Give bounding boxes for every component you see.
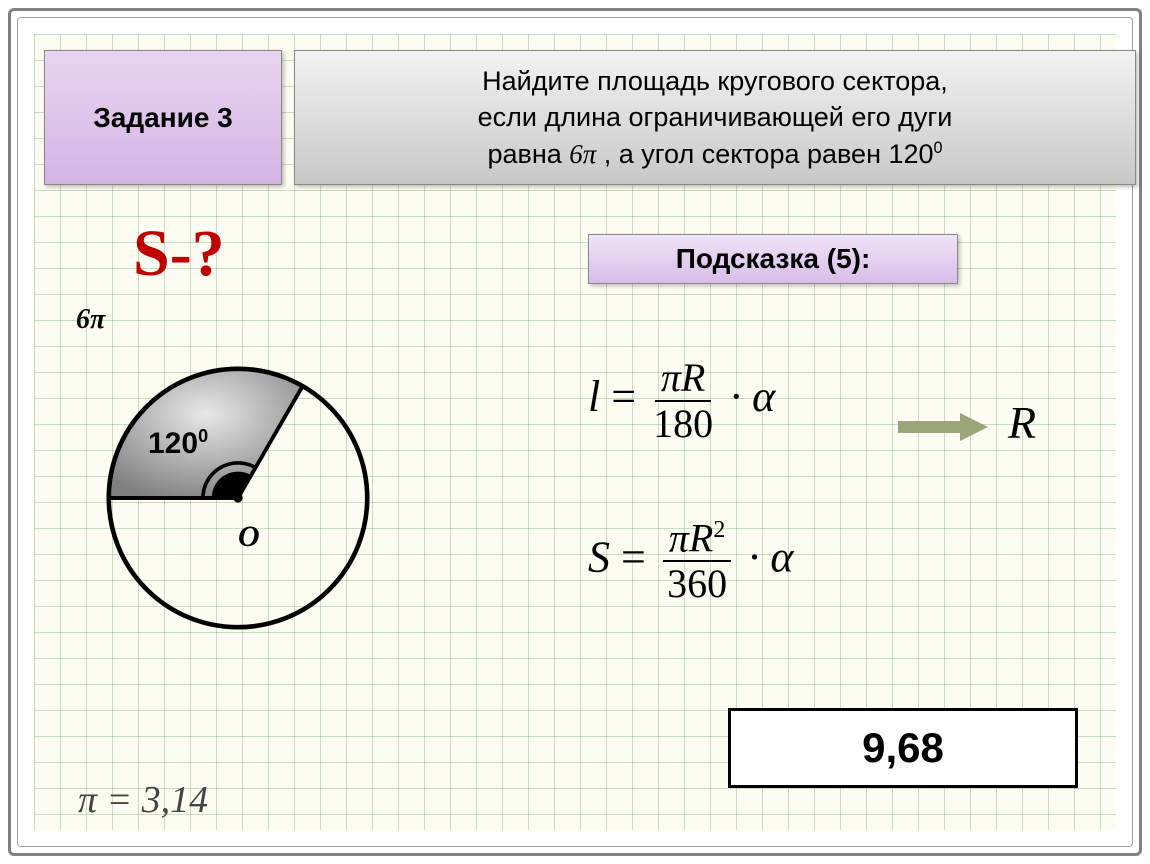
center-dot bbox=[233, 493, 242, 502]
answer-value: 9,68 bbox=[862, 724, 944, 772]
hint-badge: Подсказка (5): bbox=[588, 234, 958, 284]
arc-formula-tail: · α bbox=[730, 372, 775, 421]
area-formula-tail: · α bbox=[748, 532, 793, 581]
problem-arc-value: 6π bbox=[569, 139, 596, 169]
arc-length-formula: l = πR 180 · α bbox=[588, 358, 775, 444]
inner-frame: Задание 3 Найдите площадь кругового сект… bbox=[17, 17, 1133, 847]
sector-diagram bbox=[58, 318, 418, 678]
pi-value-label: π = 3,14 bbox=[78, 778, 208, 822]
problem-text: Найдите площадь кругового сектора, если … bbox=[478, 63, 953, 172]
arc-formula-den: 180 bbox=[653, 402, 713, 444]
center-point-label: O bbox=[238, 520, 260, 554]
area-formula-lhs: S bbox=[588, 532, 610, 581]
problem-line3-post: , а угол сектора равен 120 bbox=[596, 139, 933, 169]
derive-arrow-icon bbox=[898, 413, 988, 441]
radius-symbol: R bbox=[1008, 396, 1036, 449]
task-badge-label: Задание 3 bbox=[93, 102, 233, 134]
angle-number: 120 bbox=[148, 427, 198, 460]
hint-label: Подсказка (5): bbox=[676, 243, 871, 275]
area-formula-num: πR bbox=[669, 515, 713, 560]
problem-line3-pre: равна bbox=[487, 139, 569, 169]
problem-angle-sup: 0 bbox=[934, 139, 943, 157]
angle-value-label: 1200 bbox=[148, 426, 208, 461]
area-formula-num-sup: 2 bbox=[713, 517, 725, 543]
area-formula-den: 360 bbox=[667, 562, 727, 604]
problem-statement: Найдите площадь кругового сектора, если … bbox=[294, 50, 1136, 185]
problem-line2: если длина ограничивающей его дуги bbox=[478, 102, 953, 132]
arc-formula-lhs: l bbox=[588, 372, 600, 421]
problem-line1: Найдите площадь кругового сектора, bbox=[482, 66, 948, 96]
outer-frame: Задание 3 Найдите площадь кругового сект… bbox=[8, 8, 1142, 856]
area-unknown-label: S-? bbox=[133, 216, 225, 292]
arc-formula-num: πR bbox=[655, 358, 711, 402]
task-badge: Задание 3 bbox=[44, 50, 282, 185]
sector-area-formula: S = πR2 360 · α bbox=[588, 518, 793, 604]
angle-sup: 0 bbox=[198, 426, 208, 446]
answer-box: 9,68 bbox=[728, 708, 1078, 788]
